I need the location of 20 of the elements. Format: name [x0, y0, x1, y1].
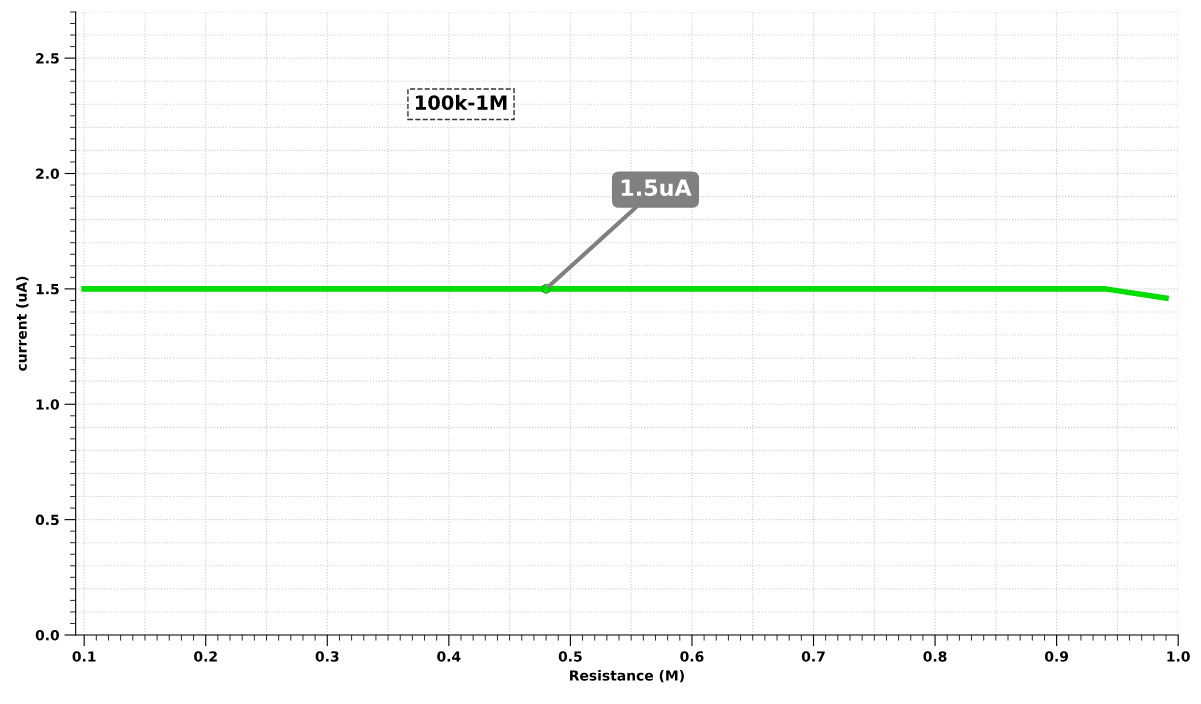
x-tick-label: 0.8 — [923, 651, 947, 662]
y-tick-label: 0.5 — [35, 514, 59, 526]
x-tick-label: 1.0 — [1167, 651, 1190, 662]
y-tick-label: 0.0 — [35, 629, 60, 641]
y-tick-label: 1.0 — [36, 399, 60, 410]
y-tick-label: 1.5 — [36, 284, 59, 295]
annotation: 1.5uA — [621, 179, 692, 197]
x-axis-title: Resistance (M) — [570, 669, 684, 683]
y-axis-title: current (uA) — [16, 276, 29, 371]
x-tick-label: 0.1 — [72, 651, 96, 662]
x-tick-label: 0.6 — [680, 651, 704, 662]
x-tick-label: 0.7 — [801, 651, 825, 662]
annotation: 100k-1M — [415, 94, 507, 110]
x-tick-label: 0.9 — [1044, 651, 1069, 662]
x-tick-label: 0.3 — [315, 651, 339, 662]
y-tick-label: 2.0 — [36, 168, 60, 179]
x-tick-label: 0.4 — [437, 651, 461, 662]
y-tick-label: 2.5 — [36, 53, 59, 64]
x-tick-label: 0.5 — [558, 651, 582, 662]
x-tick-label: 0.2 — [194, 651, 217, 662]
